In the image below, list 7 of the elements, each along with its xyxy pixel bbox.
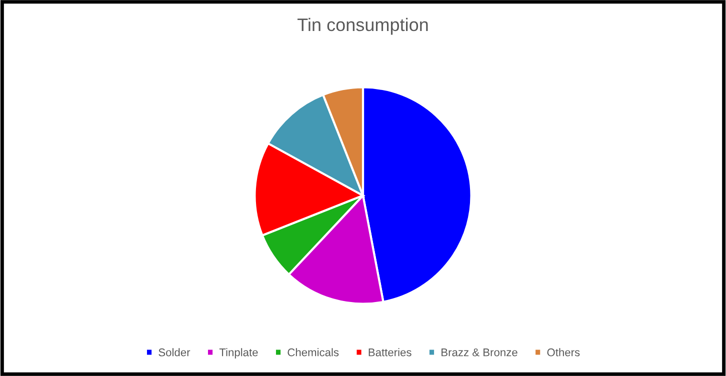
legend-label: Others	[547, 348, 580, 356]
chart-title: Tin consumption	[298, 18, 428, 35]
legend-label: Brazz & Bronze	[442, 348, 518, 356]
legend-label: Solder	[158, 348, 190, 356]
legend-label: Tinplate	[219, 348, 258, 358]
legend-label: Batteries	[368, 348, 412, 356]
legend-label: Chemicals	[288, 348, 339, 356]
